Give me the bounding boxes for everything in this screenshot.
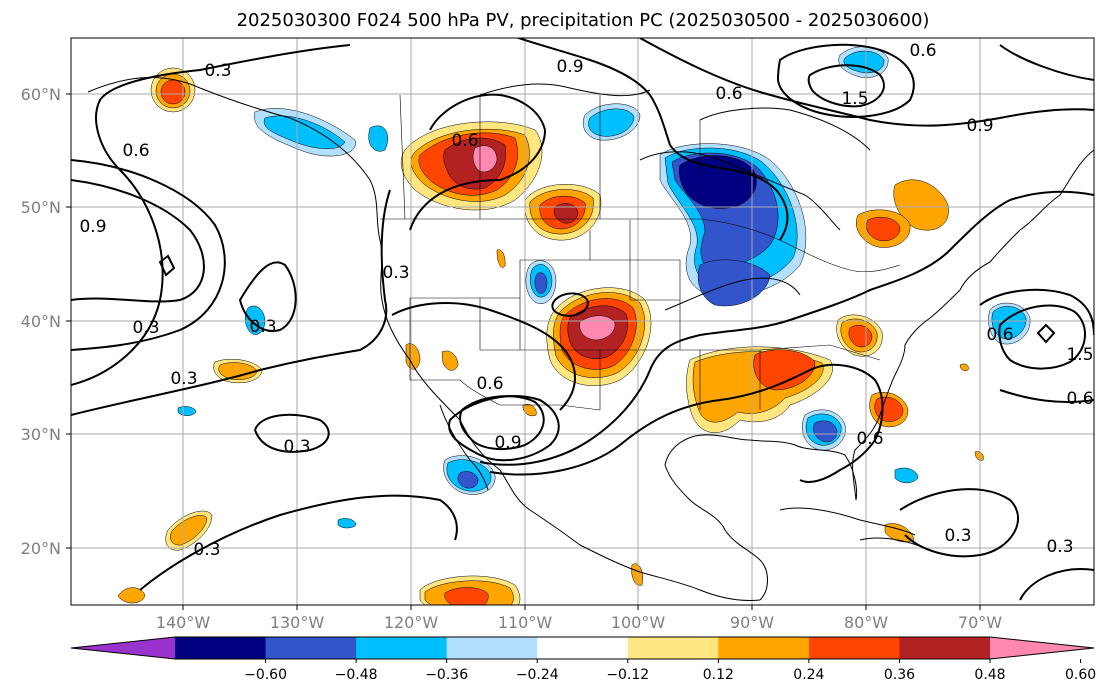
colorbar-extend-min [71, 637, 175, 659]
contour-label-0.9: 0.9 [494, 433, 521, 453]
contour-label-0.3: 0.3 [249, 317, 276, 337]
colorbar-tick-label: 0.36 [884, 667, 915, 683]
precip-blob-labrador [838, 46, 889, 78]
colorbar-tick-label: 0.60 [1065, 667, 1096, 683]
colorbar-segment [356, 637, 448, 659]
colorbar-segment [899, 637, 991, 659]
pv-contour-labels: 0.3 0.6 0.9 0.3 0.3 0.3 0.3 0.3 0.3 0.6 … [79, 41, 1093, 560]
colorbar-tick-label: −0.24 [516, 667, 559, 683]
coastlines [87, 77, 1094, 601]
precip-blob-ontario [659, 143, 807, 307]
contour-label-0.9: 0.9 [556, 57, 583, 77]
contour-label-1.5: 1.5 [1066, 345, 1093, 365]
precip-blob-pacific [117, 249, 984, 604]
contour-label-0.3: 0.3 [193, 540, 220, 560]
colorbar-outline [70, 636, 1095, 660]
colorbar-tick-label: −0.12 [606, 667, 649, 683]
lon-label: 130°W [270, 613, 325, 632]
contour-label-0.6: 0.6 [122, 141, 149, 161]
contour-label-0.6: 0.6 [909, 41, 936, 61]
pv-contours [71, 38, 1094, 601]
lon-label: 100°W [611, 613, 666, 632]
colorbar-tick-label: −0.60 [244, 667, 287, 683]
figure-title: 2025030300 F024 500 hPa PV, precipitatio… [237, 10, 930, 31]
lat-tick-labels: 20°N 30°N 40°N 50°N 60°N [21, 85, 61, 558]
contour-label-0.3: 0.3 [204, 61, 231, 81]
lon-label: 140°W [156, 613, 211, 632]
precip-blob-mexico-south [419, 575, 521, 605]
contour-label-0.3: 0.3 [382, 263, 409, 283]
lon-label: 90°W [730, 613, 774, 632]
lat-label: 40°N [21, 312, 61, 331]
lon-label: 120°W [384, 613, 439, 632]
colorbar-tick-label: 0.48 [974, 667, 1005, 683]
contour-label-0.6: 0.6 [476, 374, 503, 394]
colorbar-extend-max [990, 637, 1094, 659]
colorbar-segment [808, 637, 900, 659]
political-borders [380, 94, 901, 411]
precip-blob-georgia [802, 409, 846, 451]
contour-label-1.5: 1.5 [841, 89, 868, 109]
lon-label: 110°W [498, 613, 553, 632]
colorbar-segment [446, 637, 538, 659]
colorbar: −0.60 −0.48 −0.36 −0.24 −0.12 0.12 0.24 0.36 0.4… [70, 636, 1096, 683]
contour-label-0.6: 0.6 [451, 131, 478, 151]
contour-label-0.3: 0.3 [283, 437, 310, 457]
precip-blob-southeast [686, 346, 833, 433]
colorbar-tick-label: −0.36 [425, 667, 468, 683]
precip-blob-baja [443, 455, 496, 495]
map-content: 0.3 0.6 0.9 0.3 0.3 0.3 0.3 0.3 0.3 0.6 … [71, 38, 1094, 605]
precip-blob-quebec [856, 179, 949, 248]
lon-label: 80°W [844, 613, 888, 632]
contour-label-0.3: 0.3 [1046, 537, 1073, 557]
axis-ticks [66, 93, 981, 610]
contour-label-0.9: 0.9 [79, 217, 106, 237]
contour-label-0.3: 0.3 [170, 369, 197, 389]
precip-shading [117, 46, 1031, 605]
colorbar-segment [718, 637, 810, 659]
lat-label: 50°N [21, 198, 61, 217]
precip-blob-alberta [400, 121, 543, 211]
lat-label: 60°N [21, 85, 61, 104]
contour-label-0.9: 0.9 [966, 116, 993, 136]
contour-label-0.6: 0.6 [856, 429, 883, 449]
colorbar-segment [265, 637, 357, 659]
colorbar-segments [70, 636, 1095, 660]
precip-blob-utah [525, 260, 557, 304]
lon-tick-labels: 140°W 130°W 120°W 110°W 100°W 90°W 80°W … [156, 613, 1002, 632]
map-panel: 0.3 0.6 0.9 0.3 0.3 0.3 0.3 0.3 0.3 0.6 … [21, 37, 1095, 632]
colorbar-segment [175, 637, 267, 659]
contour-label-0.3: 0.3 [132, 318, 159, 338]
colorbar-tick-label: −0.48 [335, 667, 378, 683]
colorbar-tick-label: 0.12 [703, 667, 734, 683]
contour-label-0.6: 0.6 [715, 84, 742, 104]
lat-label: 30°N [21, 425, 61, 444]
contour-label-0.3: 0.3 [944, 526, 971, 546]
colorbar-segment [537, 637, 629, 659]
precip-blob-saskatchewan [524, 184, 602, 241]
colorbar-tick-label: 0.24 [793, 667, 824, 683]
contour-label-0.6: 0.6 [986, 325, 1013, 345]
contour-label-0.6: 0.6 [1066, 389, 1093, 409]
lat-label: 20°N [21, 539, 61, 558]
lon-label: 70°W [958, 613, 1002, 632]
precip-blob-alaska [150, 67, 196, 113]
colorbar-tick-labels: −0.60 −0.48 −0.36 −0.24 −0.12 0.12 0.24 0.36 0.4… [244, 659, 1096, 683]
colorbar-segment [627, 637, 719, 659]
